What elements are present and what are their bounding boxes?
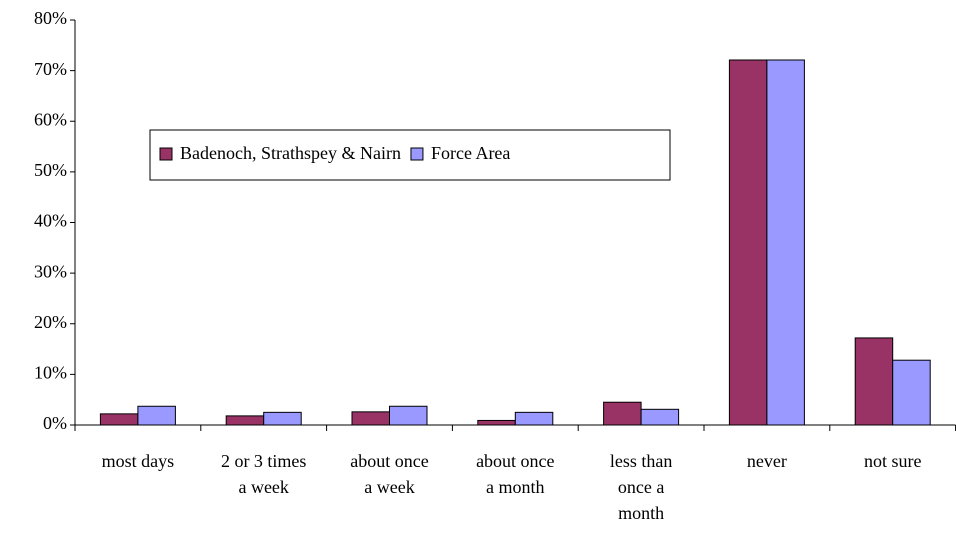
x-tick-label-line: a week <box>238 477 288 497</box>
x-tick-label-line: once a <box>618 477 664 497</box>
bar <box>603 401 642 426</box>
bar <box>514 411 554 426</box>
legend-swatch <box>410 147 424 161</box>
x-tick-label-line: about once <box>476 451 554 471</box>
bar <box>389 405 428 426</box>
x-tick-label-line: a month <box>486 477 545 497</box>
x-tick-label: most days <box>102 451 175 471</box>
y-tick-label: 10% <box>34 363 67 383</box>
y-tick-label: 70% <box>34 59 67 79</box>
bar <box>766 59 805 426</box>
x-tick-label-line: a week <box>364 477 414 497</box>
bar <box>477 419 516 426</box>
x-tick-label-line: month <box>618 503 664 523</box>
x-tick-label: about once a month <box>476 451 554 497</box>
x-tick-label: less than once a month <box>610 451 673 523</box>
bar <box>99 413 139 426</box>
legend-label: Badenoch, Strathspey & Nairn <box>180 143 401 163</box>
bar <box>263 411 302 426</box>
x-tick-label-line: most days <box>102 451 175 471</box>
bar <box>351 411 390 426</box>
x-tick-label: never <box>747 451 787 471</box>
y-tick-label: 60% <box>34 109 67 129</box>
y-tick-label: 40% <box>34 211 67 231</box>
bar <box>854 337 894 426</box>
y-tick-label: 20% <box>34 312 67 332</box>
x-tick-label: not sure <box>864 451 922 471</box>
bar <box>892 359 931 426</box>
y-tick-label: 30% <box>34 261 67 281</box>
bar <box>137 405 176 426</box>
x-tick-label: about once a week <box>350 451 428 497</box>
legend-swatch <box>159 147 173 161</box>
legend-label: Force Area <box>431 143 510 163</box>
y-tick-label: 0% <box>43 413 67 433</box>
x-tick-label-line: not sure <box>864 451 922 471</box>
y-tick-label: 50% <box>34 160 67 180</box>
x-tick-label-line: 2 or 3 times <box>221 451 307 471</box>
bar <box>640 408 680 426</box>
x-tick-label-line: never <box>747 451 787 471</box>
legend <box>149 129 671 181</box>
x-tick-label-line: about once <box>350 451 428 471</box>
x-tick-label: 2 or 3 times a week <box>221 451 307 497</box>
bar <box>728 59 768 426</box>
bar <box>225 415 265 426</box>
y-tick-label: 80% <box>34 8 67 28</box>
x-tick-label-line: less than <box>610 451 673 471</box>
